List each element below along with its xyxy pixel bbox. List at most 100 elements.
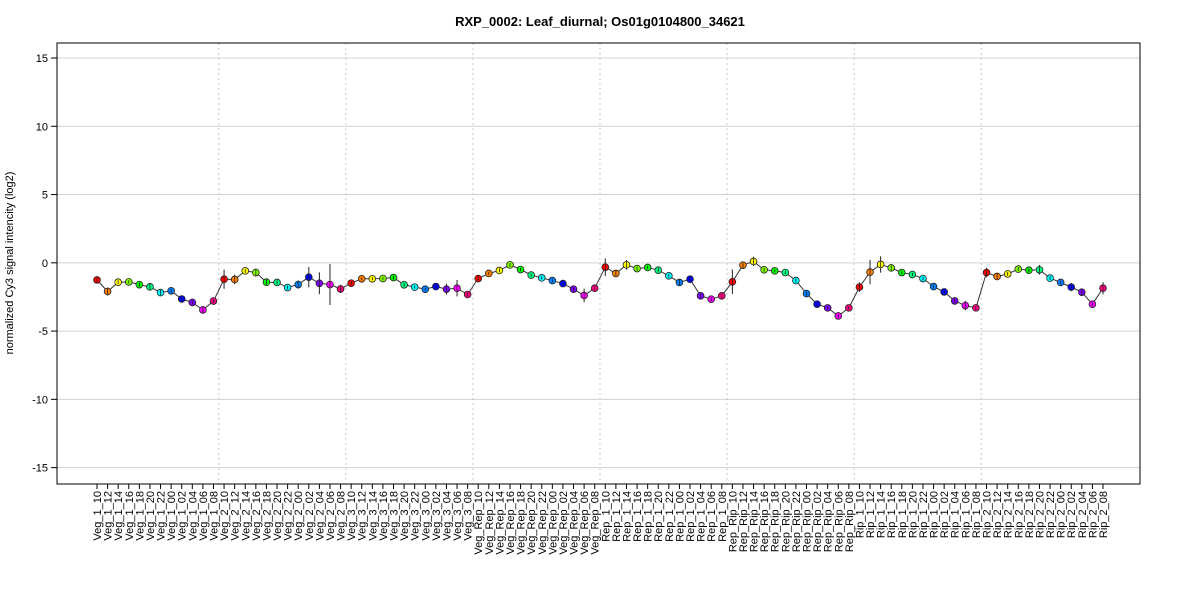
x-tick-label: Veg_Rep_12 (484, 491, 496, 555)
x-tick-label: Rip_1_06 (960, 491, 972, 538)
x-tick-label: Veg_3_10 (346, 491, 358, 541)
x-tick-label: Rep_Rip_06 (833, 491, 845, 552)
x-tick-label: Rip_1_10 (854, 491, 866, 538)
x-tick-label: Veg_3_06 (452, 491, 464, 541)
x-tick-label: Rip_1_20 (907, 491, 919, 538)
x-tick-label: Rep_Rip_10 (727, 491, 739, 552)
x-tick-label: Rep_1_18 (643, 491, 655, 542)
x-tick-label: Rip_2_02 (1066, 491, 1078, 538)
x-tick-label: Veg_3_14 (367, 491, 379, 541)
x-tick-label: Veg_1_22 (156, 491, 168, 541)
x-tick-label: Rip_2_22 (1045, 491, 1057, 538)
y-tick-label: -10 (32, 394, 48, 406)
x-tick-label: Veg_2_12 (230, 491, 242, 541)
x-tick-label: Veg_3_20 (399, 491, 411, 541)
x-tick-label: Veg_1_14 (113, 491, 125, 541)
x-tick-label: Veg_2_16 (251, 491, 263, 541)
x-tick-label: Rep_Rip_02 (812, 491, 824, 552)
x-tick-label: Rep_Rip_14 (749, 491, 761, 552)
plot-frame (56, 42, 1141, 485)
y-tick-label: -5 (38, 326, 48, 338)
x-tick-label: Rep_1_06 (706, 491, 718, 542)
x-tick-label: Rep_1_20 (653, 491, 665, 542)
x-tick-label: Rep_1_08 (717, 491, 729, 542)
x-tick-label: Veg_2_20 (272, 491, 284, 541)
chart-title: RXP_0002: Leaf_diurnal; Os01g0104800_346… (455, 14, 745, 29)
x-tick-label: Veg_3_16 (378, 491, 390, 541)
y-axis-label: normalized Cy3 signal intencity (log2) (4, 172, 16, 355)
x-tick-label: Rep_1_00 (674, 491, 686, 542)
x-tick-label: Rep_1_02 (685, 491, 697, 542)
x-tick-label: Rip_1_02 (939, 491, 951, 538)
x-tick-label: Veg_2_22 (283, 491, 295, 541)
x-tick-label: Veg_Rep_14 (494, 491, 506, 555)
x-tick-label: Veg_Rep_06 (579, 491, 591, 555)
x-tick-label: Veg_3_22 (410, 491, 422, 541)
x-tick-label: Veg_1_10 (92, 491, 104, 541)
x-tick-label: Rep_Rip_08 (844, 491, 856, 552)
x-tick-label: Rep_Rip_20 (780, 491, 792, 552)
x-tick-label: Rip_2_10 (982, 491, 994, 538)
x-tick-label: Veg_1_04 (187, 491, 199, 541)
x-tick-label: Veg_2_02 (304, 491, 316, 541)
x-tick-label: Rip_1_18 (897, 491, 909, 538)
x-axis-labels: Veg_1_10Veg_1_12Veg_1_14Veg_1_16Veg_1_18… (92, 484, 1110, 555)
x-tick-label: Rep_1_04 (696, 491, 708, 542)
x-tick-label: Veg_Rep_20 (526, 491, 538, 555)
x-tick-label: Veg_3_04 (441, 491, 453, 541)
x-tick-label: Veg_1_18 (134, 491, 146, 541)
x-tick-label: Veg_Rep_22 (537, 491, 549, 555)
x-tick-label: Rip_1_00 (929, 491, 941, 538)
x-tick-label: Rep_Rip_12 (738, 491, 750, 552)
x-tick-label: Veg_1_02 (177, 491, 189, 541)
x-tick-label: Veg_3_00 (420, 491, 432, 541)
x-tick-label: Veg_Rep_02 (558, 491, 570, 555)
y-tick-label: 5 (42, 190, 48, 202)
y-tick-label: 15 (36, 53, 48, 65)
x-tick-label: Rip_2_18 (1024, 491, 1036, 538)
x-tick-label: Veg_2_06 (325, 491, 337, 541)
y-tick-label: 0 (42, 258, 48, 270)
x-tick-label: Veg_1_12 (103, 491, 115, 541)
x-tick-label: Veg_1_06 (198, 491, 210, 541)
gridlines (57, 57, 1140, 469)
x-tick-label: Rip_2_06 (1087, 491, 1099, 538)
x-tick-label: Veg_1_20 (145, 491, 157, 541)
x-tick-label: Veg_Rep_18 (516, 491, 528, 555)
x-tick-label: Rip_2_00 (1056, 491, 1068, 538)
x-tick-label: Rep_1_22 (664, 491, 676, 542)
x-tick-label: Rip_2_16 (1013, 491, 1025, 538)
x-tick-label: Veg_Rep_00 (547, 491, 559, 555)
y-axis: 15 10 5 0 -5 -10 -15 (32, 53, 57, 475)
x-tick-label: Rip_2_08 (1098, 491, 1110, 538)
x-tick-label: Veg_Rep_16 (505, 491, 517, 555)
x-tick-label: Rip_1_22 (918, 491, 930, 538)
x-tick-label: Rip_1_14 (876, 491, 888, 538)
x-tick-label: Veg_1_00 (166, 491, 178, 541)
x-tick-label: Veg_2_14 (240, 491, 252, 541)
x-tick-label: Veg_Rep_04 (569, 491, 581, 555)
x-tick-label: Veg_Rep_08 (590, 491, 602, 555)
x-tick-label: Veg_3_02 (431, 491, 443, 541)
x-tick-label: Rip_1_16 (886, 491, 898, 538)
x-tick-label: Rip_2_20 (1034, 491, 1046, 538)
x-tick-label: Rep_Rip_04 (823, 491, 835, 552)
x-tick-label: Rip_2_04 (1077, 491, 1089, 538)
series (93, 256, 1107, 320)
y-tick-label: 10 (36, 121, 48, 133)
x-tick-label: Rep_Rip_22 (791, 491, 803, 552)
x-tick-label: Rip_1_08 (971, 491, 983, 538)
y-tick-label: -15 (32, 463, 48, 475)
x-tick-label: Rip_2_14 (1003, 491, 1015, 538)
x-tick-label: Veg_Rep_10 (473, 491, 485, 555)
x-tick-label: Veg_3_12 (357, 491, 369, 541)
x-tick-label: Veg_2_00 (293, 491, 305, 541)
x-tick-label: Rip_1_04 (950, 491, 962, 538)
x-tick-label: Veg_3_18 (389, 491, 401, 541)
x-tick-label: Veg_2_08 (336, 491, 348, 541)
x-tick-label: Veg_2_18 (261, 491, 273, 541)
x-tick-label: Rep_1_16 (632, 491, 644, 542)
x-tick-label: Rep_Rip_16 (759, 491, 771, 552)
x-tick-label: Rip_2_12 (992, 491, 1004, 538)
